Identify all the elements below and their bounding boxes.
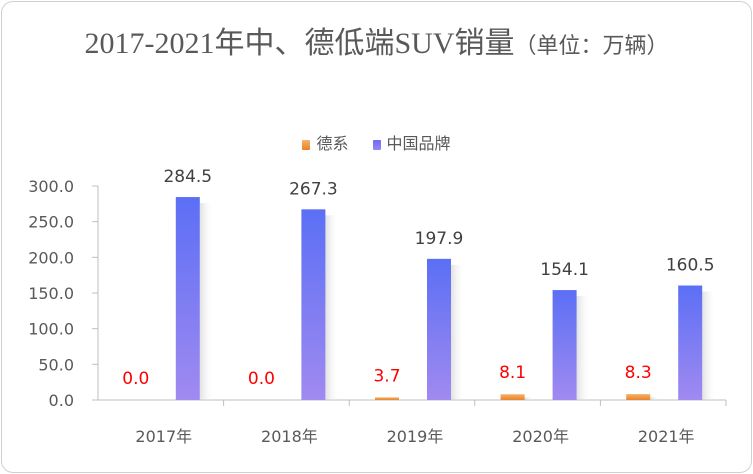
bar-chinese [427, 258, 451, 400]
data-label-german: 8.3 [625, 363, 652, 383]
bar-shadow [451, 264, 465, 400]
y-tick-label: 100.0 [28, 320, 74, 339]
legend-item-german: 德系 [302, 130, 349, 154]
y-tick-label: 200.0 [28, 248, 74, 267]
bar-shadow [199, 203, 214, 400]
bar-shadow [702, 291, 717, 400]
legend-swatch-german [302, 140, 311, 151]
bar-german [375, 397, 399, 400]
y-tick-label: 50.0 [38, 355, 74, 374]
data-label-chinese: 197.9 [415, 229, 464, 249]
chart-title-text: 2017-2021年中、德低端SUV销量 [84, 27, 515, 60]
y-tick-label: 150.0 [28, 284, 74, 303]
legend-swatch-chinese [372, 140, 381, 151]
bar-chinese [175, 197, 200, 400]
bar-chinese [678, 285, 703, 400]
data-label-german: 8.1 [499, 363, 526, 383]
x-tick-label: 2020年 [512, 427, 569, 446]
data-label-chinese: 284.5 [163, 167, 212, 187]
data-label-german: 3.7 [373, 366, 400, 386]
data-label-chinese: 267.3 [289, 179, 338, 199]
data-label-chinese: 160.5 [666, 256, 715, 276]
bar-german [500, 394, 525, 400]
legend: 德系 中国品牌 [0, 130, 753, 154]
chart-title: 2017-2021年中、德低端SUV销量（单位：万辆） [0, 22, 753, 68]
legend-item-chinese: 中国品牌 [372, 130, 451, 154]
bar-shadow [524, 397, 535, 400]
data-label-chinese: 154.1 [540, 260, 589, 280]
x-tick-label: 2021年 [638, 427, 695, 446]
data-label-german: 0.0 [248, 369, 275, 389]
bar-shadow [650, 397, 661, 400]
legend-label-chinese: 中国品牌 [386, 136, 451, 153]
data-label-german: 0.0 [122, 369, 149, 389]
x-tick-label: 2019年 [387, 427, 444, 446]
x-tick-label: 2017年 [135, 427, 192, 446]
x-tick-label: 2018年 [261, 427, 318, 446]
chart-unit: （单位：万辆） [514, 33, 669, 58]
bar-chinese [552, 290, 577, 400]
bar-german [626, 394, 651, 400]
bar-shadow [576, 296, 591, 400]
y-tick-label: 0.0 [49, 391, 74, 410]
y-tick-label: 250.0 [28, 213, 74, 232]
y-tick-label: 300.0 [28, 177, 74, 196]
bar-chinese [301, 209, 326, 400]
legend-label-german: 德系 [316, 136, 349, 153]
bar-shadow [325, 215, 340, 400]
